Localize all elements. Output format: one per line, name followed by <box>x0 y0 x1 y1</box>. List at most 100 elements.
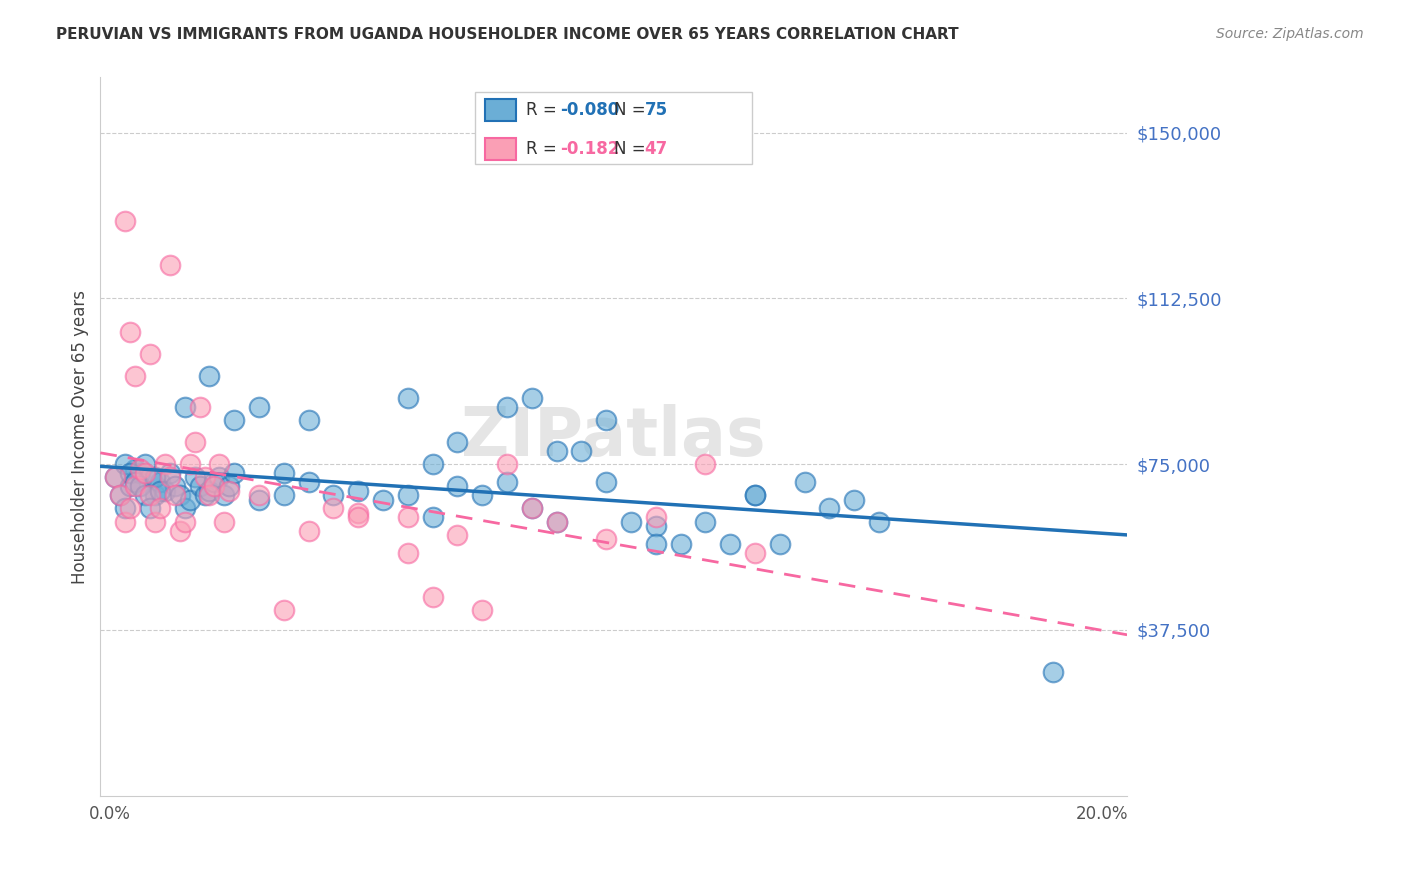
Point <box>114 501 136 516</box>
Point <box>108 488 131 502</box>
Point <box>298 475 321 489</box>
Point <box>695 515 717 529</box>
Point <box>124 368 146 383</box>
Point <box>322 488 344 502</box>
Text: -0.080: -0.080 <box>561 101 620 119</box>
Point <box>120 325 142 339</box>
Text: 75: 75 <box>644 101 668 119</box>
Point <box>134 488 156 502</box>
Point <box>153 457 176 471</box>
Text: -0.182: -0.182 <box>561 140 620 158</box>
Point <box>769 537 792 551</box>
Point <box>471 603 494 617</box>
Point <box>173 501 195 516</box>
Point <box>347 506 370 520</box>
Point <box>198 368 221 383</box>
Point <box>422 510 444 524</box>
Point <box>139 488 162 502</box>
Text: Source: ZipAtlas.com: Source: ZipAtlas.com <box>1216 27 1364 41</box>
Point <box>546 515 568 529</box>
Point <box>744 546 766 560</box>
Point <box>179 457 201 471</box>
Point <box>173 515 195 529</box>
Point <box>143 470 166 484</box>
Point <box>496 400 519 414</box>
Point <box>298 524 321 538</box>
Point <box>179 492 201 507</box>
Point <box>163 488 186 502</box>
Point <box>169 488 191 502</box>
Point <box>595 413 617 427</box>
Point <box>204 479 226 493</box>
Point <box>188 479 211 493</box>
Point <box>198 488 221 502</box>
Point <box>371 492 394 507</box>
Point <box>129 461 152 475</box>
Text: R =: R = <box>526 140 562 158</box>
Point <box>695 457 717 471</box>
Point <box>247 488 270 502</box>
Text: N =: N = <box>613 140 651 158</box>
Point <box>104 470 127 484</box>
Point <box>496 475 519 489</box>
Point <box>124 475 146 489</box>
Point <box>134 466 156 480</box>
Text: PERUVIAN VS IMMIGRANTS FROM UGANDA HOUSEHOLDER INCOME OVER 65 YEARS CORRELATION : PERUVIAN VS IMMIGRANTS FROM UGANDA HOUSE… <box>56 27 959 42</box>
Point <box>124 479 146 493</box>
Point <box>396 546 419 560</box>
Point <box>218 479 240 493</box>
Point <box>188 400 211 414</box>
Point <box>347 510 370 524</box>
Point <box>396 510 419 524</box>
Point <box>218 483 240 498</box>
Point <box>159 258 181 272</box>
Point <box>496 457 519 471</box>
Point <box>143 488 166 502</box>
Point <box>273 466 295 480</box>
Point <box>193 488 215 502</box>
Point <box>868 515 890 529</box>
Point <box>224 466 246 480</box>
Point <box>471 488 494 502</box>
Point <box>396 391 419 405</box>
Point <box>163 479 186 493</box>
Point <box>520 501 543 516</box>
Point <box>149 501 172 516</box>
Point <box>669 537 692 551</box>
Point <box>247 492 270 507</box>
Point <box>793 475 815 489</box>
Point <box>204 475 226 489</box>
Point <box>139 470 162 484</box>
Point <box>114 214 136 228</box>
Point <box>595 475 617 489</box>
Point <box>422 590 444 604</box>
Point <box>520 501 543 516</box>
Point <box>159 466 181 480</box>
Point <box>153 483 176 498</box>
Point <box>744 488 766 502</box>
Point <box>214 515 236 529</box>
Text: R =: R = <box>526 101 562 119</box>
Point <box>844 492 866 507</box>
Y-axis label: Householder Income Over 65 years: Householder Income Over 65 years <box>72 290 89 583</box>
Point <box>744 488 766 502</box>
Point <box>149 475 172 489</box>
Point <box>208 457 231 471</box>
Point <box>620 515 643 529</box>
Point <box>644 510 666 524</box>
Point <box>129 466 152 480</box>
Text: N =: N = <box>613 101 651 119</box>
Point <box>169 524 191 538</box>
Point <box>546 444 568 458</box>
Point <box>134 457 156 471</box>
Point <box>193 470 215 484</box>
Point <box>159 470 181 484</box>
Point <box>446 479 468 493</box>
Point <box>143 515 166 529</box>
Point <box>322 501 344 516</box>
Point <box>273 603 295 617</box>
Point <box>108 488 131 502</box>
Point <box>546 515 568 529</box>
Point <box>224 413 246 427</box>
Point <box>183 435 205 450</box>
